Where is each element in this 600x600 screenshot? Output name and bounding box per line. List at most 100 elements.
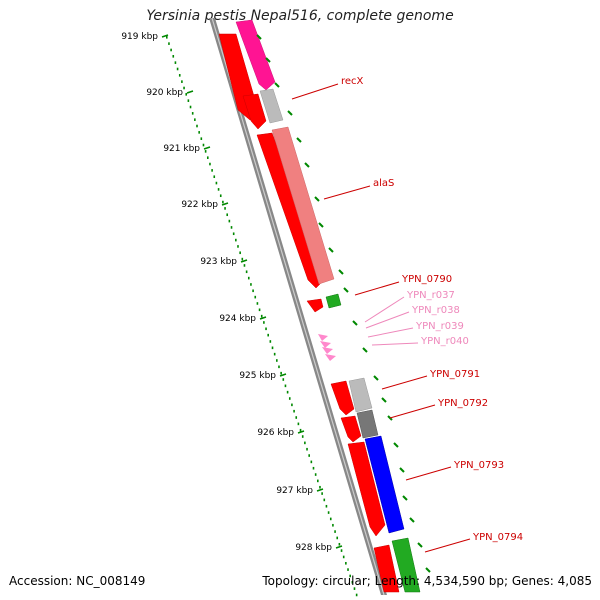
ruler-tick-label: 928 kbp: [295, 543, 332, 553]
gene-label[interactable]: YPN_r038: [411, 305, 460, 316]
gene-green-box[interactable]: [325, 293, 342, 309]
gene-leader-line: [364, 296, 405, 323]
outer-tick: [399, 467, 405, 473]
ruler-dot: [235, 238, 237, 242]
gene-label[interactable]: YPN_r039: [415, 321, 464, 332]
ruler-tick: [240, 259, 248, 263]
map-title: Yersinia pestis Nepal516, complete genom…: [146, 8, 454, 24]
gene-label[interactable]: YPN_r040: [420, 336, 469, 347]
outer-tick: [287, 110, 293, 116]
gene-arrow[interactable]: [340, 415, 362, 443]
ruler-dot: [243, 264, 246, 267]
ruler-dot: [355, 593, 358, 597]
ruler-dot: [170, 48, 172, 52]
gene-arrow[interactable]: [373, 544, 400, 593]
gene-leader-line: [367, 327, 414, 338]
trna-arrowhead[interactable]: [320, 341, 331, 348]
ruler-dot: [269, 340, 272, 343]
trna-arrowhead[interactable]: [325, 354, 336, 361]
ruler-dot: [329, 517, 332, 521]
gene-leader-line: [381, 375, 428, 390]
outer-tick: [362, 347, 368, 353]
gene-gray-box[interactable]: [259, 88, 284, 124]
gene-green-box[interactable]: [391, 537, 421, 593]
gene-arrow[interactable]: [306, 298, 324, 313]
ruler-dot: [299, 428, 302, 432]
ruler-dot: [213, 175, 216, 179]
ruler-dot: [284, 384, 287, 388]
ruler-dot: [202, 143, 205, 147]
outer-tick: [352, 320, 358, 326]
ruler-dot: [325, 504, 328, 508]
gene-pink-arrow[interactable]: [235, 19, 276, 91]
ruler-dot: [276, 359, 278, 362]
ruler-dot: [332, 523, 334, 527]
ruler-dot: [232, 232, 235, 236]
ruler-dot: [347, 568, 349, 571]
ruler-dot: [191, 112, 194, 115]
outer-strand-genes: [235, 19, 421, 593]
ruler-dot: [174, 61, 177, 64]
ruler-dot: [323, 498, 326, 502]
ruler-dot: [291, 403, 293, 407]
ruler-dot: [288, 397, 291, 400]
ruler-dot: [310, 460, 313, 464]
gene-gray-box[interactable]: [348, 377, 373, 413]
outer-tick: [373, 375, 379, 381]
ruler-dot: [187, 99, 190, 102]
ruler-dot: [178, 74, 181, 77]
ruler-dot: [338, 542, 341, 546]
ruler-dot: [271, 346, 274, 350]
ruler-dot: [239, 251, 241, 255]
ruler-dot: [295, 416, 298, 419]
gene-arrow[interactable]: [330, 380, 355, 416]
ruler-dot: [301, 435, 304, 438]
gene-blue-arrow[interactable]: [364, 435, 405, 534]
ruler-dot: [314, 473, 317, 476]
ruler-dot: [267, 333, 269, 337]
trna-arrowhead[interactable]: [322, 347, 333, 354]
gene-label[interactable]: recX: [341, 76, 364, 87]
ruler-dot: [247, 276, 250, 280]
ruler-dot: [185, 93, 188, 96]
gene-label[interactable]: YPN_0792: [437, 398, 488, 409]
outer-tick: [402, 495, 408, 501]
gene-label[interactable]: YPN_0794: [472, 532, 523, 543]
gene-arrow[interactable]: [347, 441, 386, 537]
trna-arrowhead[interactable]: [318, 334, 328, 341]
ruler-dot: [215, 181, 218, 185]
ruler-dot: [345, 561, 347, 565]
ruler-dot: [282, 378, 285, 381]
gene-label[interactable]: YPN_0791: [429, 369, 480, 380]
gene-leader-line: [354, 281, 400, 296]
ruler-dot: [245, 270, 248, 274]
ruler-dot: [349, 574, 351, 578]
ruler-tick-label: 921 kbp: [163, 144, 200, 154]
outer-tick: [328, 247, 334, 253]
ruler-tick-label: 926 kbp: [257, 428, 294, 438]
outer-tick: [338, 269, 344, 275]
gene-salmon-box[interactable]: [271, 126, 335, 285]
gene-leader-line: [389, 404, 436, 419]
ruler-dot: [336, 536, 339, 540]
gene-label[interactable]: alaS: [373, 178, 394, 189]
gene-dark-gray-box[interactable]: [356, 409, 379, 439]
outer-tick: [318, 222, 324, 228]
gene-label[interactable]: YPN_r037: [406, 290, 455, 301]
ruler-dot: [351, 580, 354, 584]
ruler-tick: [161, 34, 169, 38]
ruler-tick: [316, 488, 324, 492]
ruler-dot: [168, 42, 170, 45]
genome-summary-text: Topology: circular; Length: 4,534,590 bp…: [262, 574, 592, 588]
ruler-tick-label: 919 kbp: [121, 32, 158, 42]
gene-arrow[interactable]: [242, 93, 267, 130]
gene-label[interactable]: YPN_0793: [453, 460, 504, 471]
accession-text: Accession: NC_008149: [9, 574, 146, 588]
ruler-dot: [340, 549, 343, 552]
ruler-dot: [183, 86, 185, 90]
gene-label[interactable]: YPN_0790: [401, 274, 452, 285]
ruler-dot: [224, 207, 226, 210]
ruler-dot: [280, 371, 282, 375]
ruler-tick-label: 922 kbp: [181, 200, 218, 210]
